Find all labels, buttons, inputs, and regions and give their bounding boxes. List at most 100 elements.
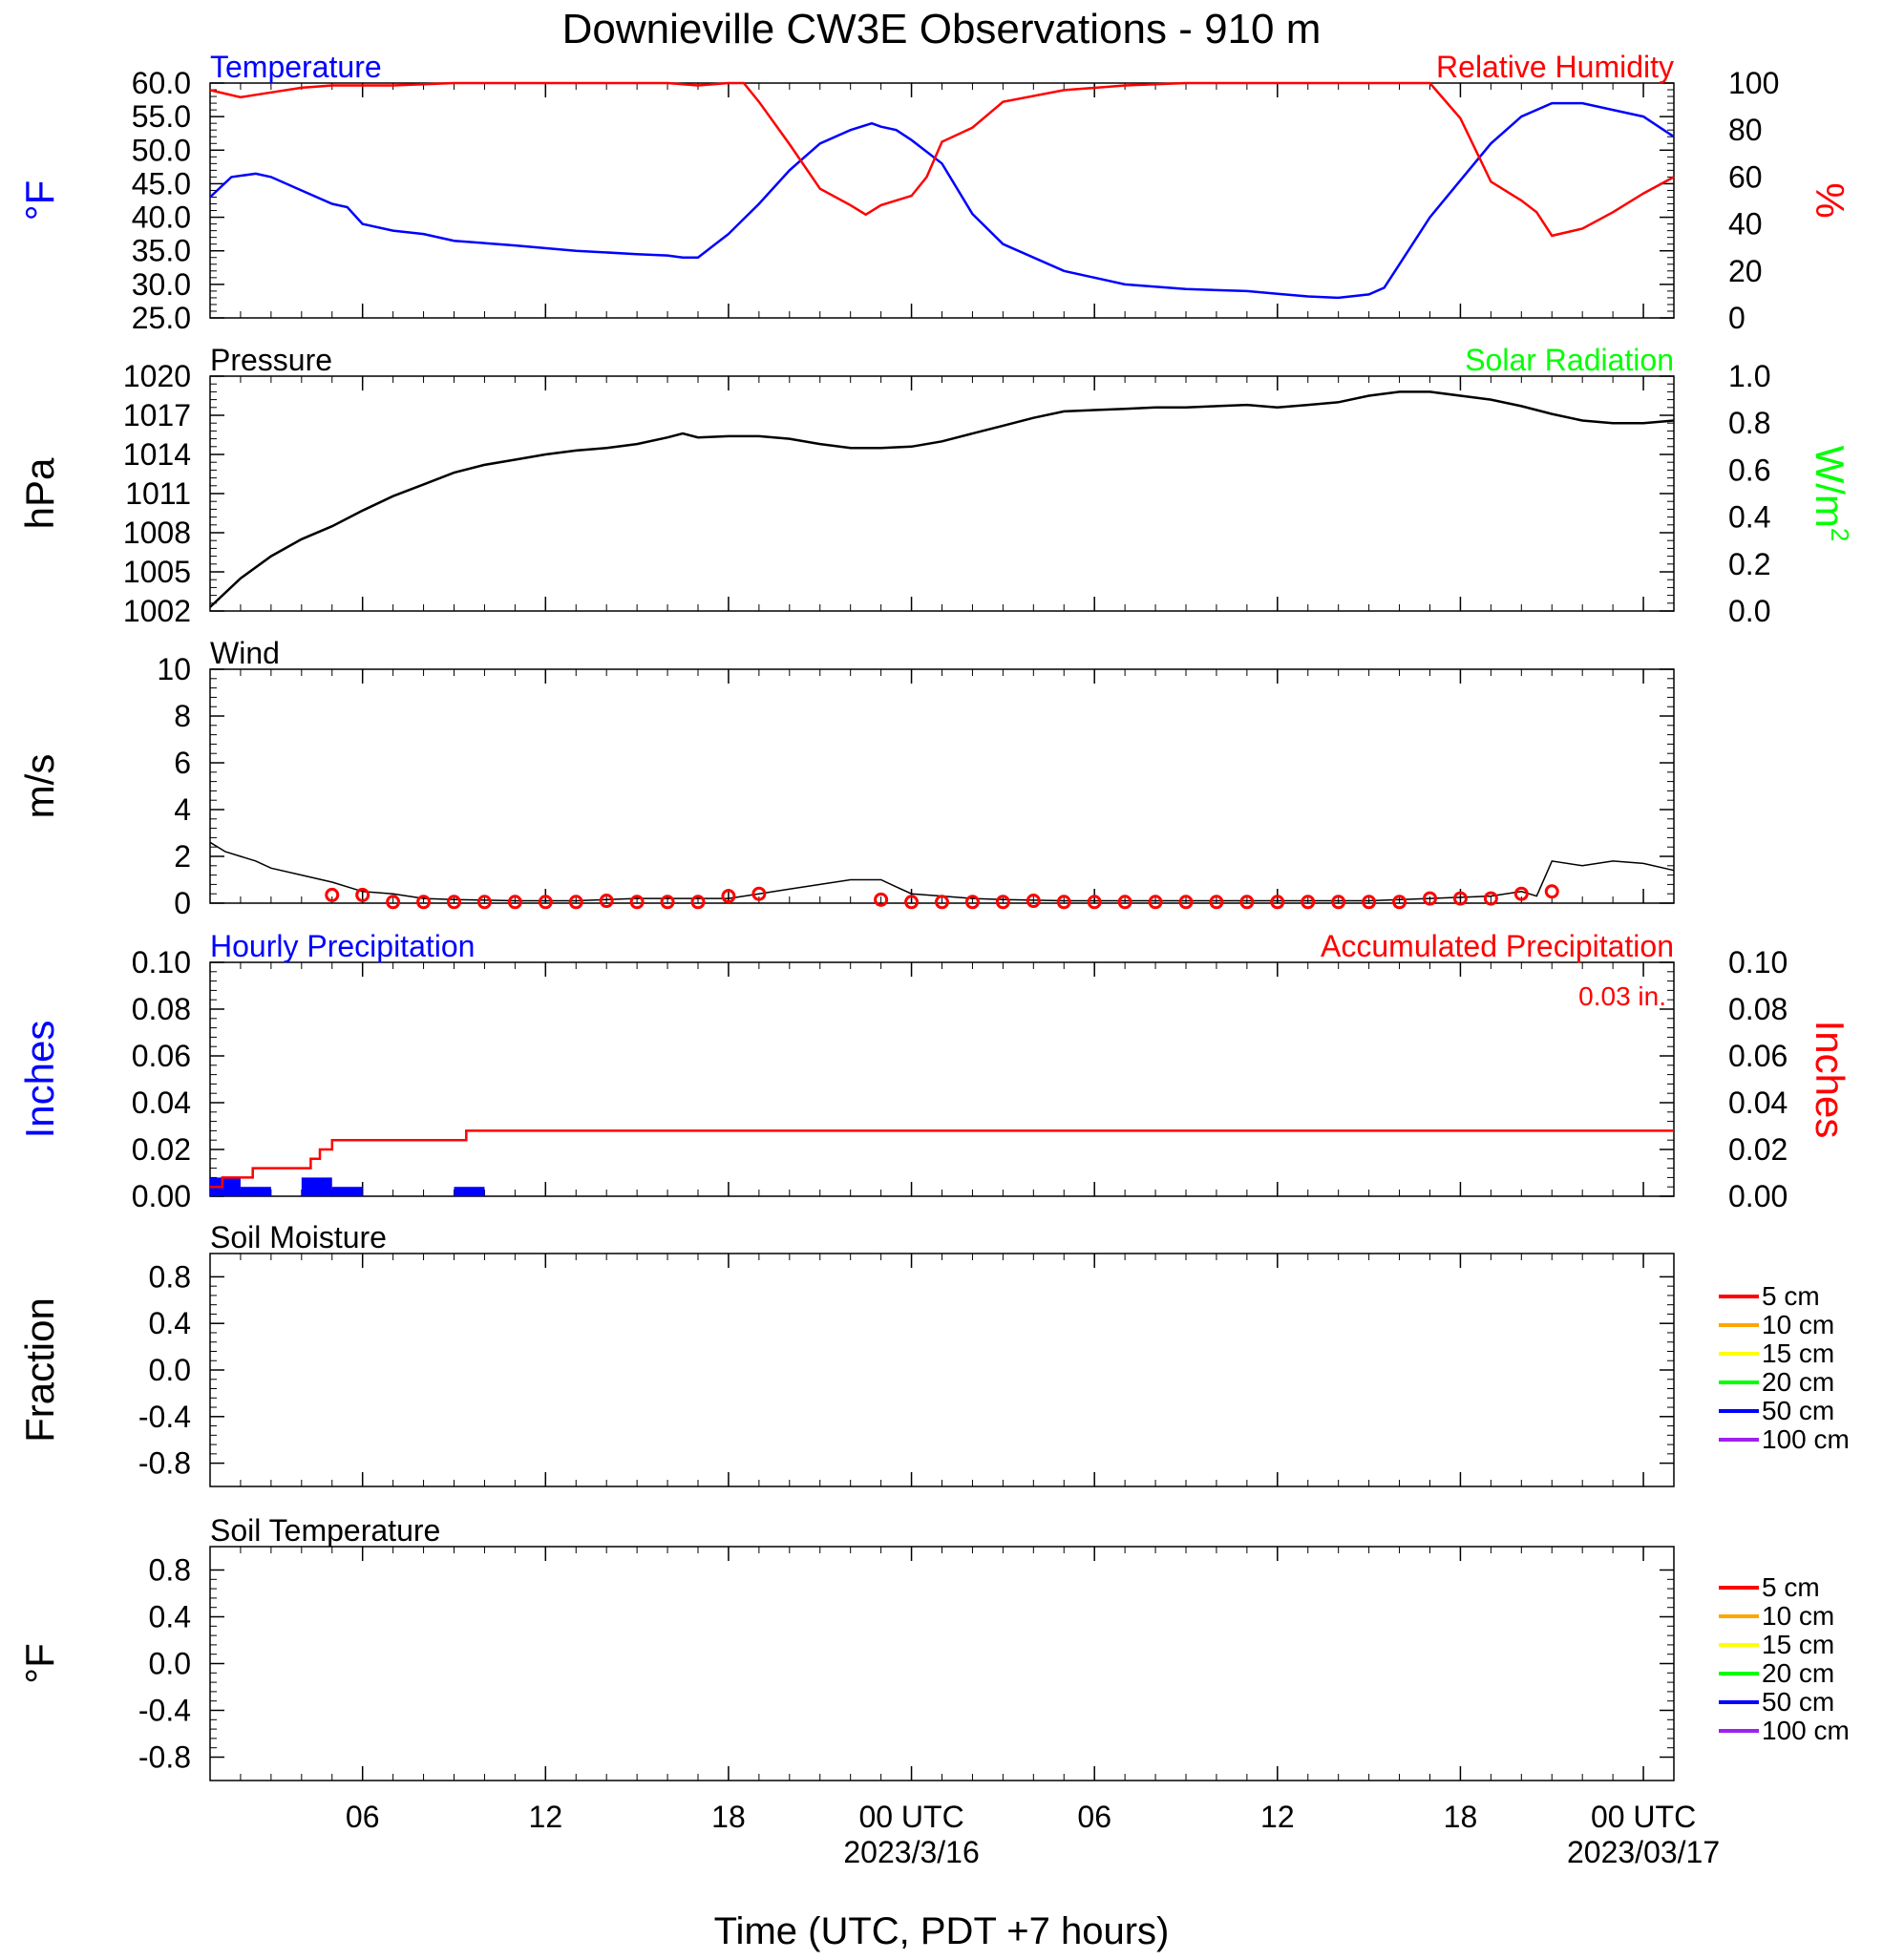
wind-hourly-marker: [1483, 891, 1498, 906]
legend-label: 15 cm: [1762, 1630, 1834, 1659]
wind-hourly-marker: [660, 895, 675, 910]
wind-hourly-marker: [325, 887, 340, 902]
wind-hourly-marker: [1026, 894, 1041, 909]
y-tick-label: 0.04: [132, 1085, 191, 1120]
panel-title-left: Hourly Precipitation: [210, 929, 475, 963]
plot-frame: [209, 1546, 1675, 1781]
y-tick-label: 0.8: [149, 1259, 191, 1294]
y-tick-label: 55.0: [132, 99, 191, 134]
legend-label: 15 cm: [1762, 1338, 1834, 1368]
legend-label: 50 cm: [1762, 1687, 1834, 1717]
x-axis-label: Time (UTC, PDT +7 hours): [714, 1910, 1170, 1952]
wind-hourly-marker: [1423, 891, 1437, 906]
series-accumulated-precipitation: [210, 1129, 1674, 1189]
y-tick-label: 30.0: [132, 267, 191, 302]
wind-hourly-marker: [416, 895, 432, 910]
plot-frame: [209, 961, 1675, 1197]
right-y-tick-label: 40: [1728, 207, 1763, 242]
right-y-tick-label: 0.06: [1728, 1039, 1788, 1073]
y-tick-label: -0.4: [138, 1400, 191, 1434]
right-y-tick-label: 0.0: [1728, 594, 1770, 628]
panel-title-right: Relative Humidity: [1436, 50, 1674, 84]
y-tick-label: 6: [174, 746, 191, 780]
wind-hourly-marker: [964, 895, 980, 910]
y-tick-label: 1011: [125, 476, 191, 511]
wind-hourly-marker: [935, 895, 949, 910]
right-y-tick-label: 0.02: [1728, 1132, 1788, 1167]
y-tick-label: 0.4: [149, 1600, 191, 1634]
wind-hourly-marker: [751, 886, 767, 901]
wind-hourly-marker: [1544, 884, 1559, 899]
y-tick-label: 0.4: [149, 1306, 191, 1340]
y-axis-label-left: °F: [17, 180, 62, 221]
panel-title-left: Wind: [210, 636, 280, 670]
panel-precipitation: 0.00 0.02 0.04 0.06 0.08 0.10 0.00 0.02 0.04 0.06…: [17, 929, 1852, 1213]
right-y-tick-label: 60: [1728, 159, 1763, 194]
wind-hourly-marker: [995, 895, 1010, 910]
right-y-tick-label: 100: [1728, 66, 1779, 100]
x-tick-label: 00 UTC: [1591, 1800, 1696, 1834]
right-y-tick-label: 0.4: [1728, 500, 1770, 535]
plot-frame: [209, 375, 1675, 612]
y-tick-label: 25.0: [132, 301, 191, 335]
chart-panels: 25.030.035.040.045.050.055.060.002040608…: [17, 50, 1854, 1869]
y-axis-label-right: W/m2: [1808, 446, 1854, 542]
right-y-tick-label: 1.0: [1728, 359, 1770, 393]
y-axis-label-left: °F: [17, 1643, 62, 1683]
y-tick-label: 40.0: [132, 200, 191, 235]
y-tick-label: 0.10: [132, 945, 191, 980]
wind-hourly-marker: [1392, 895, 1407, 910]
right-y-tick-label: 0.6: [1728, 453, 1770, 487]
x-tick-label: 00 UTC: [858, 1800, 963, 1834]
wind-hourly-marker: [1148, 895, 1163, 910]
wind-hourly-marker: [538, 895, 553, 910]
legend-label: 10 cm: [1762, 1601, 1834, 1631]
legend-label: 50 cm: [1762, 1396, 1834, 1425]
precip-bar: [210, 1177, 241, 1196]
wind-hourly-marker: [874, 892, 889, 907]
right-y-tick-label: 80: [1728, 113, 1763, 147]
panel-soil-moisture: -0.8 -0.4 0.0 0.4 0.8 Soil Moisture Fraction 5 …: [17, 1220, 1850, 1487]
panel-title-left: Temperature: [210, 50, 382, 84]
x-tick-label: 12: [1260, 1800, 1295, 1834]
panel-title-right: Solar Radiation: [1465, 343, 1674, 377]
legend-label: 100 cm: [1762, 1716, 1850, 1745]
precip-bar: [240, 1187, 271, 1196]
panel-title-left: Soil Moisture: [210, 1220, 387, 1254]
panel-wind: 0 2 4 6 8 10 Wind m/s: [17, 636, 1675, 920]
plot-frame: [209, 82, 1675, 319]
legend-label: 10 cm: [1762, 1310, 1834, 1339]
legend-label: 100 cm: [1762, 1424, 1850, 1454]
y-tick-label: 1014: [123, 437, 191, 472]
wind-hourly-marker: [1452, 891, 1468, 906]
right-y-tick-label: 0.2: [1728, 547, 1770, 581]
wind-hourly-marker: [904, 895, 920, 910]
y-tick-label: 1008: [123, 516, 191, 550]
x-tick-label: 18: [711, 1800, 746, 1834]
series-relative-humidity: [209, 81, 1675, 238]
y-tick-label: 0.06: [132, 1039, 191, 1073]
series-pressure: [209, 390, 1675, 608]
right-y-tick-label: 0.08: [1728, 992, 1788, 1026]
y-tick-label: 2: [174, 839, 191, 874]
wind-hourly-marker: [629, 895, 645, 910]
y-tick-label: 60.0: [132, 66, 191, 100]
y-axis-label-left: hPa: [17, 457, 62, 529]
y-tick-label: 0.08: [132, 992, 191, 1026]
y-axis-label-left: Inches: [17, 1021, 62, 1139]
x-tick-label: 06: [346, 1800, 380, 1834]
y-tick-label: -0.4: [138, 1694, 191, 1728]
wind-hourly-marker: [447, 895, 461, 910]
y-tick-label: 4: [174, 792, 191, 827]
precip-bar: [454, 1187, 485, 1196]
precip-bar: [331, 1187, 363, 1196]
wind-hourly-marker: [1239, 895, 1255, 910]
y-tick-label: 1005: [123, 555, 191, 589]
wind-hourly-marker: [1056, 895, 1071, 910]
y-tick-label: 0: [174, 886, 191, 920]
wind-hourly-marker: [1301, 895, 1316, 910]
legend-label: 20 cm: [1762, 1367, 1834, 1397]
legend-label: 20 cm: [1762, 1658, 1834, 1688]
